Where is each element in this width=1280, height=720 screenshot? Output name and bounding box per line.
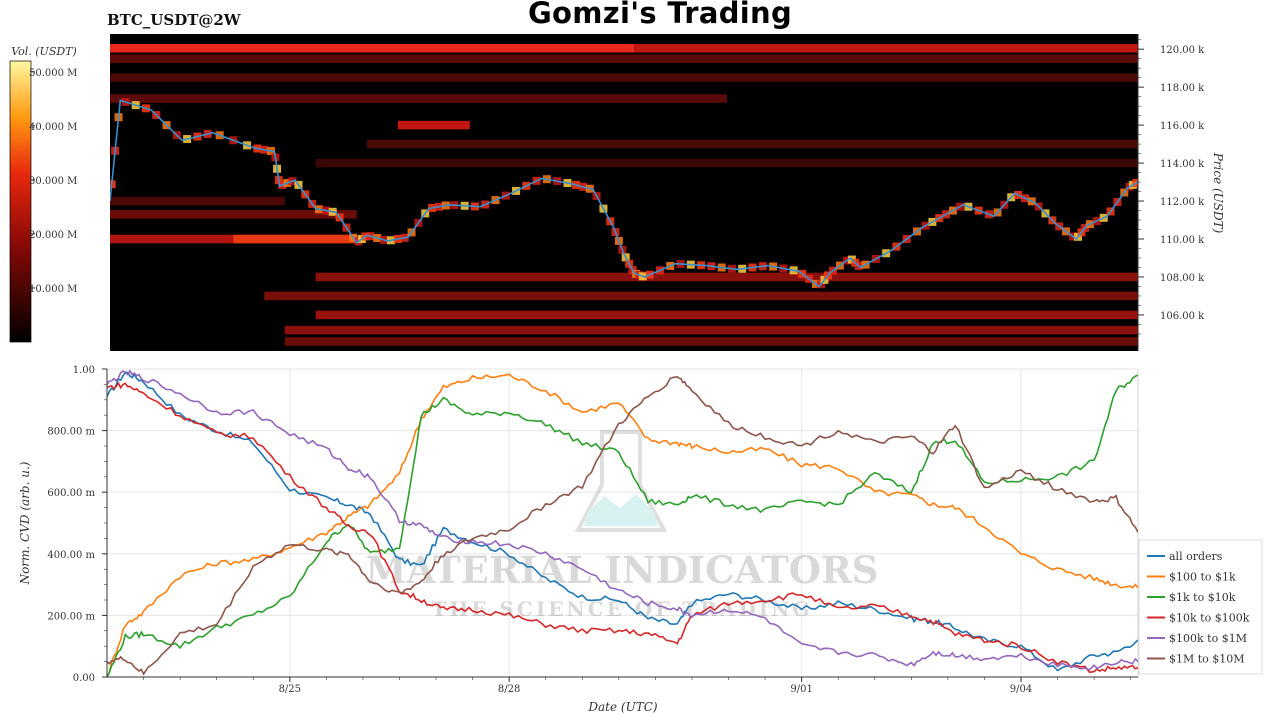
series-line-3 bbox=[107, 381, 1138, 674]
price-line bbox=[110, 99, 1138, 288]
pair-label: BTC_USDT@2W bbox=[107, 11, 241, 29]
colorbar-ticks: 50.000 M 40.000 M 30.000 M 20.000 M 10.000 M bbox=[29, 68, 77, 295]
heat-band-11 bbox=[233, 234, 357, 244]
cvd-x-tick-label: 8/25 bbox=[279, 684, 301, 695]
cvd-y-ticks: 1.00 800.00 m 600.00 m 400.00 m 200.00 m 0.00 bbox=[47, 365, 107, 684]
cvd-x-ticks: 8/25 8/28 9/01 9/04 bbox=[143, 677, 1131, 695]
heat-band-14 bbox=[315, 310, 1138, 320]
heat-band-13 bbox=[264, 291, 1138, 301]
colorbar bbox=[9, 60, 32, 343]
colorbar-tick-label: 40.000 M bbox=[29, 122, 77, 133]
heat-band-8 bbox=[110, 196, 285, 206]
colorbar-tick-label: 20.000 M bbox=[29, 230, 77, 241]
watermark-title: MATERIAL INDICATORS bbox=[366, 548, 879, 592]
colorbar-tick-label: 30.000 M bbox=[29, 176, 77, 187]
price-axis-title: Price (USDT) bbox=[1211, 152, 1225, 234]
flask-liquid-icon bbox=[584, 494, 658, 526]
heat-band-7 bbox=[315, 158, 1138, 168]
price-tick-label: 110.00 k bbox=[1160, 235, 1205, 246]
cvd-x-tick-label: 9/01 bbox=[790, 684, 812, 695]
cvd-y-tick-label: 1.00 bbox=[73, 365, 95, 376]
price-tick-label: 108.00 k bbox=[1160, 273, 1205, 284]
cvd-x-tick-label: 8/28 bbox=[498, 684, 520, 695]
colorbar-label: Vol. (USDT) bbox=[11, 45, 77, 58]
legend-label: $100 to $1k bbox=[1169, 571, 1236, 584]
price-tick-label: 118.00 k bbox=[1160, 83, 1205, 94]
heat-band-0 bbox=[110, 43, 635, 53]
x-axis-title: Date (UTC) bbox=[587, 700, 657, 714]
legend: all orders $100 to $1k $1k to $10k $10k to … bbox=[1138, 539, 1263, 675]
flask-icon bbox=[574, 430, 668, 532]
heat-band-15 bbox=[284, 325, 1138, 335]
cvd-plot-area bbox=[106, 368, 1139, 678]
cvd-y-axis-title: Norm. CVD (arb. u.) bbox=[18, 461, 32, 585]
heat-band-5 bbox=[397, 120, 470, 130]
cvd-grid bbox=[107, 368, 1138, 678]
price-tick-label: 120.00 k bbox=[1160, 45, 1205, 56]
series-line-4 bbox=[107, 369, 1138, 671]
series-line-2 bbox=[107, 374, 1138, 677]
watermark-subtitle: THE SCIENCE OF TRADING bbox=[431, 597, 812, 621]
legend-label: all orders bbox=[1169, 550, 1223, 563]
heat-band-12 bbox=[315, 272, 1138, 282]
heat-band-6 bbox=[367, 139, 1138, 149]
legend-label: $1k to $10k bbox=[1169, 591, 1236, 604]
legend-label: $10k to $100k bbox=[1169, 612, 1250, 625]
cvd-y-tick-label: 800.00 m bbox=[47, 427, 95, 438]
legend-label: $1M to $10M bbox=[1169, 653, 1245, 666]
legend-label: $100k to $1M bbox=[1169, 632, 1247, 645]
cvd-y-tick-label: 200.00 m bbox=[47, 611, 95, 622]
heat-cell-0-0 bbox=[110, 180, 116, 189]
legend-box bbox=[1138, 539, 1263, 675]
heat-band-9 bbox=[110, 210, 357, 219]
price-tick-label: 116.00 k bbox=[1160, 121, 1205, 132]
cvd-y-tick-label: 0.00 bbox=[73, 673, 95, 684]
price-tick-label: 114.00 k bbox=[1160, 159, 1205, 170]
heat-band-2 bbox=[110, 54, 1138, 63]
heat-band-3 bbox=[110, 73, 1138, 82]
series-line-5 bbox=[107, 375, 1138, 676]
cvd-x-tick-label: 9/04 bbox=[1010, 684, 1032, 695]
price-line-group bbox=[110, 99, 1138, 288]
heat-band-16 bbox=[284, 337, 1138, 346]
colorbar-tick-label: 10.000 M bbox=[29, 284, 77, 295]
heat-band-4 bbox=[110, 94, 727, 103]
cvd-y-tick-label: 400.00 m bbox=[47, 550, 95, 561]
price-axis-ticks: 120.00 k 118.00 k 116.00 k 114.00 k 112.00 k… bbox=[1138, 39, 1205, 335]
cvd-y-tick-label: 600.00 m bbox=[47, 488, 95, 499]
heat-band-1 bbox=[634, 43, 1138, 53]
cvd-lines bbox=[107, 369, 1138, 677]
price-tick-label: 112.00 k bbox=[1160, 197, 1205, 208]
colorbar-tick-label: 50.000 M bbox=[29, 68, 77, 79]
series-line-0 bbox=[107, 371, 1138, 672]
price-tick-label: 106.00 k bbox=[1160, 311, 1205, 322]
